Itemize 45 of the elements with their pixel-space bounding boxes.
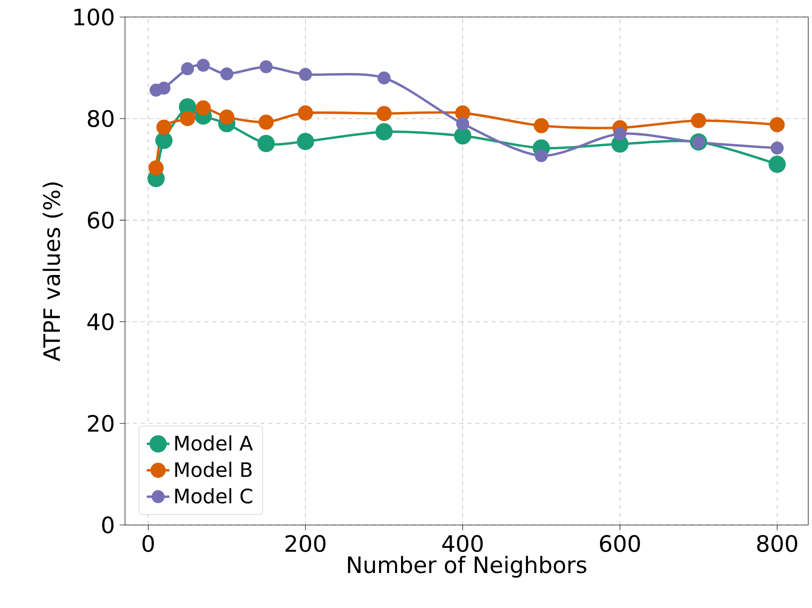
x-tick-label: 400 — [442, 534, 483, 552]
point — [534, 118, 549, 134]
point — [196, 58, 210, 72]
y-tick-label: 20 — [88, 414, 114, 432]
point — [258, 134, 275, 152]
point — [181, 62, 194, 76]
point — [456, 117, 470, 130]
point — [156, 120, 172, 135]
point — [196, 100, 211, 116]
point — [770, 142, 784, 155]
y-tick-label: 0 — [102, 516, 114, 534]
point — [534, 149, 548, 162]
point — [298, 105, 314, 121]
y-tick-label: 60 — [88, 212, 114, 229]
legend-label: Model C — [175, 488, 252, 504]
point — [454, 127, 472, 144]
point — [375, 123, 393, 140]
point — [690, 113, 706, 128]
point — [770, 117, 785, 132]
point — [180, 111, 196, 126]
y-axis-title: ATPF values (%) — [42, 182, 63, 362]
point — [455, 105, 470, 121]
point — [768, 156, 786, 173]
legend-label: Model A — [175, 435, 253, 451]
point — [298, 68, 312, 81]
point — [378, 71, 391, 84]
point — [157, 82, 170, 95]
legend-label: Model B — [175, 462, 252, 478]
x-tick-label: 800 — [757, 534, 798, 552]
point — [219, 109, 234, 125]
point — [296, 132, 314, 150]
point — [155, 132, 173, 150]
point — [258, 114, 274, 130]
x-tick-label: 600 — [600, 534, 640, 552]
x-tick-label: 200 — [286, 534, 326, 552]
point — [220, 67, 234, 80]
y-tick-label: 80 — [88, 110, 114, 128]
x-axis-title: Number of Neighbors — [348, 556, 586, 578]
y-tick-label: 100 — [74, 8, 114, 26]
point — [260, 60, 273, 74]
x-tick-label: 0 — [142, 534, 154, 552]
point — [613, 127, 626, 140]
point — [376, 106, 392, 122]
y-tick-label: 40 — [87, 313, 114, 330]
point — [148, 160, 164, 176]
